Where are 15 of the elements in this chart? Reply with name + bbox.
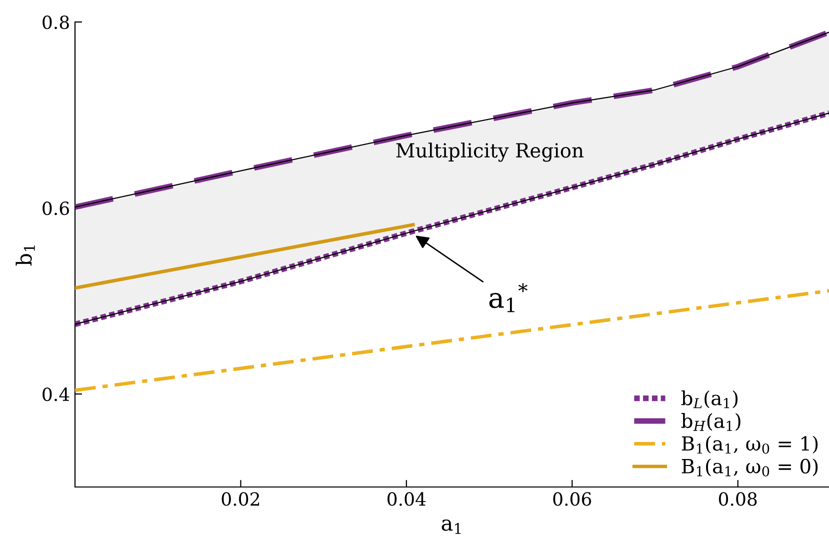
annotation: a$_{1}$$^{*}$	[489, 283, 528, 312]
legend-label: B$_{1}$(a$_{1}$, ω$_{0}$ = 0)	[682, 458, 818, 476]
x-axis-title: a$_{1}$	[442, 519, 461, 534]
y-tick-label: 0.4	[42, 387, 70, 402]
y-axis-title: b$_{1}$	[16, 246, 35, 266]
x-tick-label: 0.06	[553, 492, 592, 506]
legend-label: b$_{L}$(a$_{1}$)	[681, 390, 738, 408]
annotation: Multiplicity Region	[396, 142, 584, 162]
x-tick-label: 0.04	[388, 492, 426, 506]
legend-label: b$_{H}$(a$_{1}$)	[681, 413, 740, 431]
x-tick-label: 0.08	[718, 492, 757, 506]
y-tick-label: 0.8	[42, 15, 69, 30]
legend-label: B$_{1}$(a$_{1}$, ω$_{0}$ = 1)	[682, 436, 818, 454]
x-tick-label: 0.02	[222, 492, 260, 506]
y-tick-label: 0.6	[42, 201, 70, 216]
